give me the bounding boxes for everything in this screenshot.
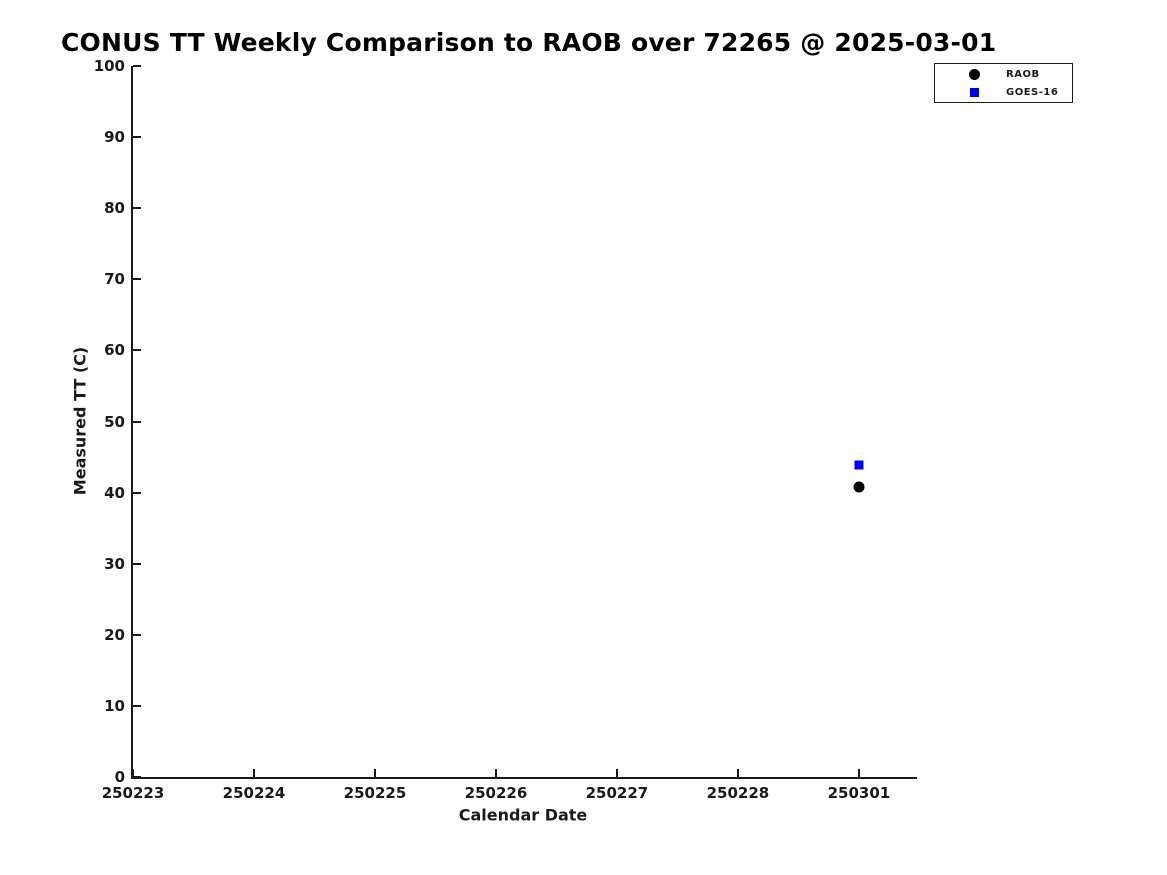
- circle-icon: [968, 68, 980, 80]
- goes-16-point: [854, 460, 864, 470]
- y-tick-mark: [133, 420, 141, 423]
- x-tick-label: 250226: [464, 784, 528, 802]
- x-tick-label: 250228: [706, 784, 770, 802]
- y-tick-mark: [133, 704, 141, 707]
- y-tick-label: 60: [104, 341, 125, 360]
- y-tick-label: 100: [93, 57, 125, 75]
- x-tick-mark: [615, 769, 618, 777]
- x-tick-label: 250225: [343, 784, 407, 802]
- raob-legend-marker-icon: [967, 68, 981, 80]
- x-tick-label: 250223: [101, 784, 165, 802]
- x-tick-label: 250227: [585, 784, 649, 802]
- square-icon: [969, 87, 979, 97]
- y-tick-label: 20: [104, 625, 125, 644]
- legend-row-goes-16: GOES-16: [935, 83, 1072, 101]
- legend: RAOB GOES-16: [934, 63, 1073, 103]
- y-tick-label: 0: [114, 768, 125, 786]
- plot-area: 0 10 20 30 40 50 60 70 80 90 100 250223 250224 250225…: [94, 57, 917, 802]
- goes-16-legend-marker-icon: [967, 87, 981, 97]
- x-tick-mark: [494, 769, 497, 777]
- y-tick-mark: [133, 207, 141, 210]
- legend-row-raob: RAOB: [935, 65, 1072, 83]
- x-tick-mark: [132, 769, 134, 777]
- y-tick-label: 40: [104, 483, 125, 502]
- y-tick-label: 70: [104, 270, 125, 289]
- chart-title: CONUS TT Weekly Comparison to RAOB over …: [61, 28, 997, 57]
- y-tick-mark: [133, 349, 141, 352]
- y-tick-mark: [133, 491, 141, 494]
- y-tick-label: 90: [104, 128, 125, 147]
- y-tick-label: 30: [104, 554, 125, 573]
- legend-label-raob: RAOB: [1006, 68, 1040, 80]
- y-tick-mark: [133, 776, 141, 778]
- y-tick-mark: [133, 562, 141, 565]
- y-tick-label: 80: [104, 199, 125, 218]
- raob-point: [853, 481, 865, 493]
- x-tick-mark: [373, 769, 376, 777]
- x-axis-label: Calendar Date: [458, 805, 588, 825]
- x-tick-mark: [252, 769, 255, 777]
- y-tick-mark: [133, 136, 141, 139]
- x-tick-mark: [857, 769, 860, 777]
- y-tick-label: 10: [104, 696, 125, 715]
- y-tick-mark: [133, 278, 141, 281]
- x-tick-label: 250224: [222, 784, 286, 802]
- y-tick-label: 50: [104, 412, 125, 431]
- y-tick-mark: [133, 65, 141, 67]
- legend-label-goes-16: GOES-16: [1006, 86, 1059, 98]
- x-tick-label: 250301: [827, 784, 891, 802]
- y-tick-mark: [133, 633, 141, 636]
- x-tick-mark: [736, 769, 739, 777]
